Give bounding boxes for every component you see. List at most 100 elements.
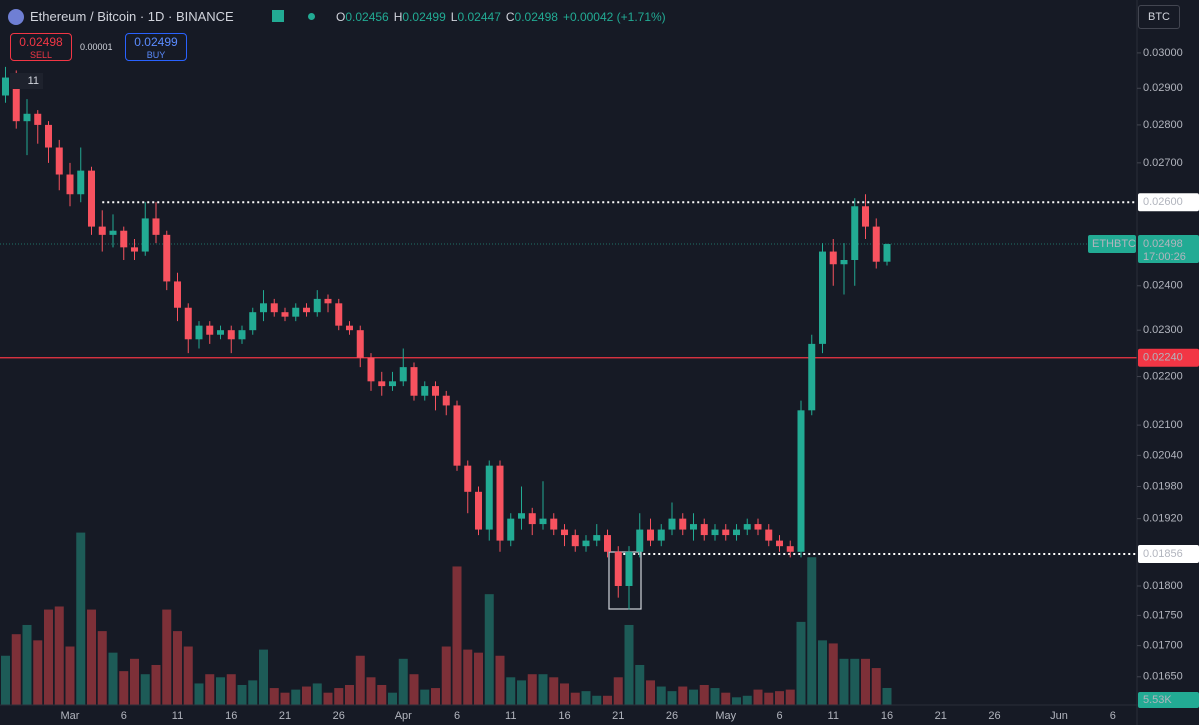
volume-bar (527, 674, 537, 705)
candle-body (303, 307, 310, 313)
flag[interactable] (272, 10, 284, 22)
volume-bar (549, 677, 559, 705)
volume-bar (678, 686, 688, 705)
sell-button[interactable]: 0.02498 SELL (10, 33, 72, 61)
volume-bar (1, 655, 10, 705)
candle-body (743, 524, 751, 530)
volume-bar (624, 624, 634, 705)
volume-bar (495, 655, 505, 705)
volume-bar (33, 640, 43, 705)
x-tick-label: 16 (225, 710, 237, 722)
volume-bar (216, 677, 225, 705)
volume-bar (785, 689, 795, 705)
candle-body (442, 395, 450, 406)
buy-label: BUY (146, 50, 166, 60)
volume-bar (11, 634, 21, 705)
volume-bar (173, 631, 182, 705)
candle-body (700, 524, 708, 536)
buy-price: 0.02499 (134, 35, 178, 49)
candle-body (797, 410, 805, 552)
y-tick-label: 0.02040 (1143, 449, 1183, 461)
spread: 0.00001 (80, 42, 113, 52)
change: +0.00042 (+1.71%) (562, 10, 666, 24)
candle-body (34, 113, 42, 125)
volume-bar (807, 557, 817, 705)
x-tick-label: 16 (558, 710, 570, 722)
candle-body (862, 206, 869, 227)
candle-body (539, 518, 547, 525)
symbol-title[interactable]: Ethereum / Bitcoin · 1D · BINANCE (30, 9, 234, 24)
ohlc-label: H (393, 10, 403, 24)
volume-bar (474, 652, 483, 705)
price-label-bg (1138, 348, 1199, 367)
candle-body (270, 303, 278, 313)
x-tick-label: 21 (935, 710, 947, 722)
volume-bar (269, 688, 279, 705)
volume-bar (280, 692, 290, 705)
y-tick-label: 0.02800 (1143, 119, 1183, 131)
symbol-icon (8, 9, 24, 25)
y-tick-label: 0.02700 (1143, 157, 1183, 169)
volume-bar (44, 609, 53, 705)
volume-bar (119, 671, 129, 705)
candle-body (668, 518, 676, 530)
candle-body (98, 226, 106, 235)
x-tick-label: 11 (828, 710, 839, 722)
x-tick-label: 6 (454, 710, 460, 722)
candle-body (260, 303, 267, 313)
volume-bar (87, 609, 96, 705)
candle-body (819, 251, 826, 344)
candle-body (829, 251, 837, 265)
ohlc: O0.02456 H0.02499 L0.02447 C0.02498 +0.00042… (336, 10, 666, 24)
volume-bar (538, 674, 548, 705)
volume-bar (506, 677, 516, 705)
back-layer (0, 201, 1137, 705)
volume-bar (65, 646, 75, 705)
buy-button[interactable]: 0.02499 BUY (125, 33, 187, 61)
volume-bar (656, 686, 666, 705)
volume-bar (861, 658, 870, 705)
volume-bar (613, 677, 623, 705)
candle-body (195, 325, 203, 340)
candle-body (593, 535, 601, 541)
candle-body (109, 230, 117, 235)
volume-bar (882, 687, 892, 705)
volume-bar (398, 658, 408, 705)
volume-bar (818, 640, 827, 705)
candle-body (625, 551, 633, 586)
x-tick-label: 26 (333, 710, 345, 722)
candle-body (679, 518, 687, 530)
candle-body (550, 518, 558, 530)
sell-label: SELL (29, 50, 53, 60)
candle-body (733, 529, 740, 536)
candle-body (313, 298, 321, 313)
volume-bar (151, 664, 161, 705)
volume-bar (248, 680, 258, 705)
price-label-bg (1138, 193, 1199, 212)
candle-body (518, 513, 525, 519)
volume-bar (312, 683, 322, 705)
candle-body (367, 357, 375, 382)
volume-bar (764, 692, 774, 705)
indicator-toggle[interactable]: 11 (10, 73, 43, 89)
x-tick-label: 6 (776, 710, 782, 722)
x-tick-label: 11 (505, 710, 516, 722)
candle-body (399, 367, 407, 382)
candle-body (851, 206, 859, 261)
candle-body (389, 381, 396, 387)
candle-body (152, 218, 160, 235)
candle-body (184, 307, 192, 340)
currency-button[interactable]: BTC (1138, 5, 1180, 29)
volume-bar (452, 566, 462, 705)
ohlc-label: L (450, 10, 458, 24)
volume-bar (592, 695, 602, 705)
volume-bar (560, 683, 569, 705)
volume-bar (237, 684, 247, 705)
volume-bar (76, 532, 86, 705)
candle-body (582, 540, 590, 547)
x-tick-label: 21 (612, 710, 624, 722)
candle-body (45, 124, 52, 148)
volume-bar (699, 684, 709, 705)
candle-body (528, 513, 536, 525)
x-tick-label: May (715, 710, 736, 722)
